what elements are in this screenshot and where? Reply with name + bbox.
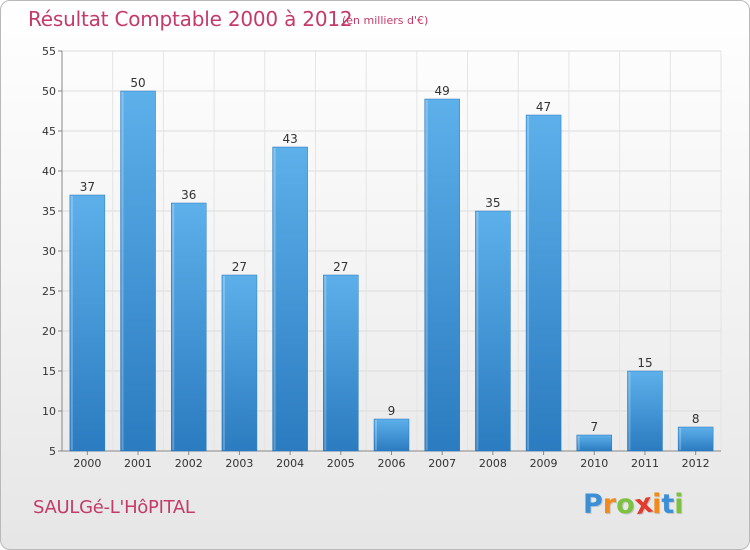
chart-title: Résultat Comptable 2000 à 2012 (28, 7, 353, 31)
x-tick-label: 2000 (73, 457, 101, 470)
value-label: 43 (282, 132, 297, 146)
proxiti-logo: Proxiti (583, 488, 684, 522)
bar-2005 (323, 274, 359, 452)
bar-2008 (475, 210, 511, 452)
bar-highlight (527, 116, 530, 450)
bar-highlight (476, 212, 479, 450)
x-tick-label: 2012 (682, 457, 710, 470)
bar-highlight (70, 196, 73, 450)
value-label: 50 (130, 76, 145, 90)
y-tick-label: 5 (49, 445, 56, 458)
value-label: 27 (232, 260, 247, 274)
value-label: 35 (485, 196, 500, 210)
value-label: 27 (333, 260, 348, 274)
axes (58, 50, 721, 455)
bar-highlight (121, 92, 124, 450)
bar-2010 (576, 434, 613, 452)
value-label: 8 (692, 412, 700, 426)
chart-subtitle: (en milliers d'€) (342, 14, 429, 27)
y-tick-label: 30 (42, 245, 56, 258)
bar-highlight (273, 148, 276, 450)
value-label: 49 (435, 84, 450, 98)
y-tick-label: 15 (42, 365, 56, 378)
bar-2003 (221, 274, 258, 452)
y-tick-label: 50 (42, 85, 56, 98)
bar-2009 (525, 114, 562, 452)
bar-2011 (627, 370, 663, 452)
y-tick-label: 20 (42, 325, 56, 338)
bar-highlight (324, 276, 327, 450)
y-tick-label: 45 (42, 125, 56, 138)
bar-highlight (172, 204, 175, 450)
x-tick-label: 2002 (175, 457, 203, 470)
bar-highlight (628, 372, 631, 450)
x-tick-label: 2010 (580, 457, 608, 470)
logo-letter: i (652, 489, 662, 520)
bar-highlight (577, 436, 580, 450)
x-tick-label: 2003 (225, 457, 253, 470)
x-tick-label: 2001 (124, 457, 152, 470)
bar-2007 (424, 98, 460, 452)
labels: 5 10 15 20 25 30 35 40 45 50 55 37 2000 50 2001 36 2002 2… (42, 45, 710, 470)
bar-highlight (679, 428, 682, 450)
bar-2000 (69, 194, 106, 452)
bar-2004 (272, 146, 308, 452)
y-tick-label: 40 (42, 165, 56, 178)
bars (69, 90, 714, 452)
x-tick-label: 2005 (327, 457, 355, 470)
x-tick-label: 2009 (530, 457, 558, 470)
commune-name: SAULGé-L'HôPITAL (33, 497, 195, 518)
y-tick-label: 35 (42, 205, 56, 218)
value-label: 36 (181, 188, 196, 202)
y-tick-label: 10 (42, 405, 56, 418)
value-label: 37 (80, 180, 95, 194)
value-label: 47 (536, 100, 551, 114)
bar-2002 (170, 202, 207, 452)
value-label: 15 (637, 356, 652, 370)
bar-highlight (222, 276, 225, 450)
value-label: 9 (388, 404, 396, 418)
bar-highlight (425, 100, 428, 450)
logo-letter: o (616, 489, 635, 520)
logo-letter: t (661, 489, 675, 520)
bar-2012 (677, 426, 714, 452)
value-label: 7 (590, 420, 598, 434)
x-tick-label: 2006 (378, 457, 406, 470)
logo-letter: i (674, 489, 684, 520)
bar-2001 (120, 90, 156, 452)
x-tick-label: 2008 (479, 457, 507, 470)
y-tick-label: 55 (42, 45, 56, 58)
grid-lines (61, 50, 722, 452)
bar-2006 (373, 418, 410, 452)
bar-highlight (375, 420, 377, 450)
logo-letter: r (602, 489, 617, 520)
logo-letter: P (583, 489, 603, 520)
x-tick-label: 2007 (428, 457, 456, 470)
x-tick-label: 2004 (276, 457, 304, 470)
x-tick-label: 2011 (631, 457, 659, 470)
y-tick-label: 25 (42, 285, 56, 298)
